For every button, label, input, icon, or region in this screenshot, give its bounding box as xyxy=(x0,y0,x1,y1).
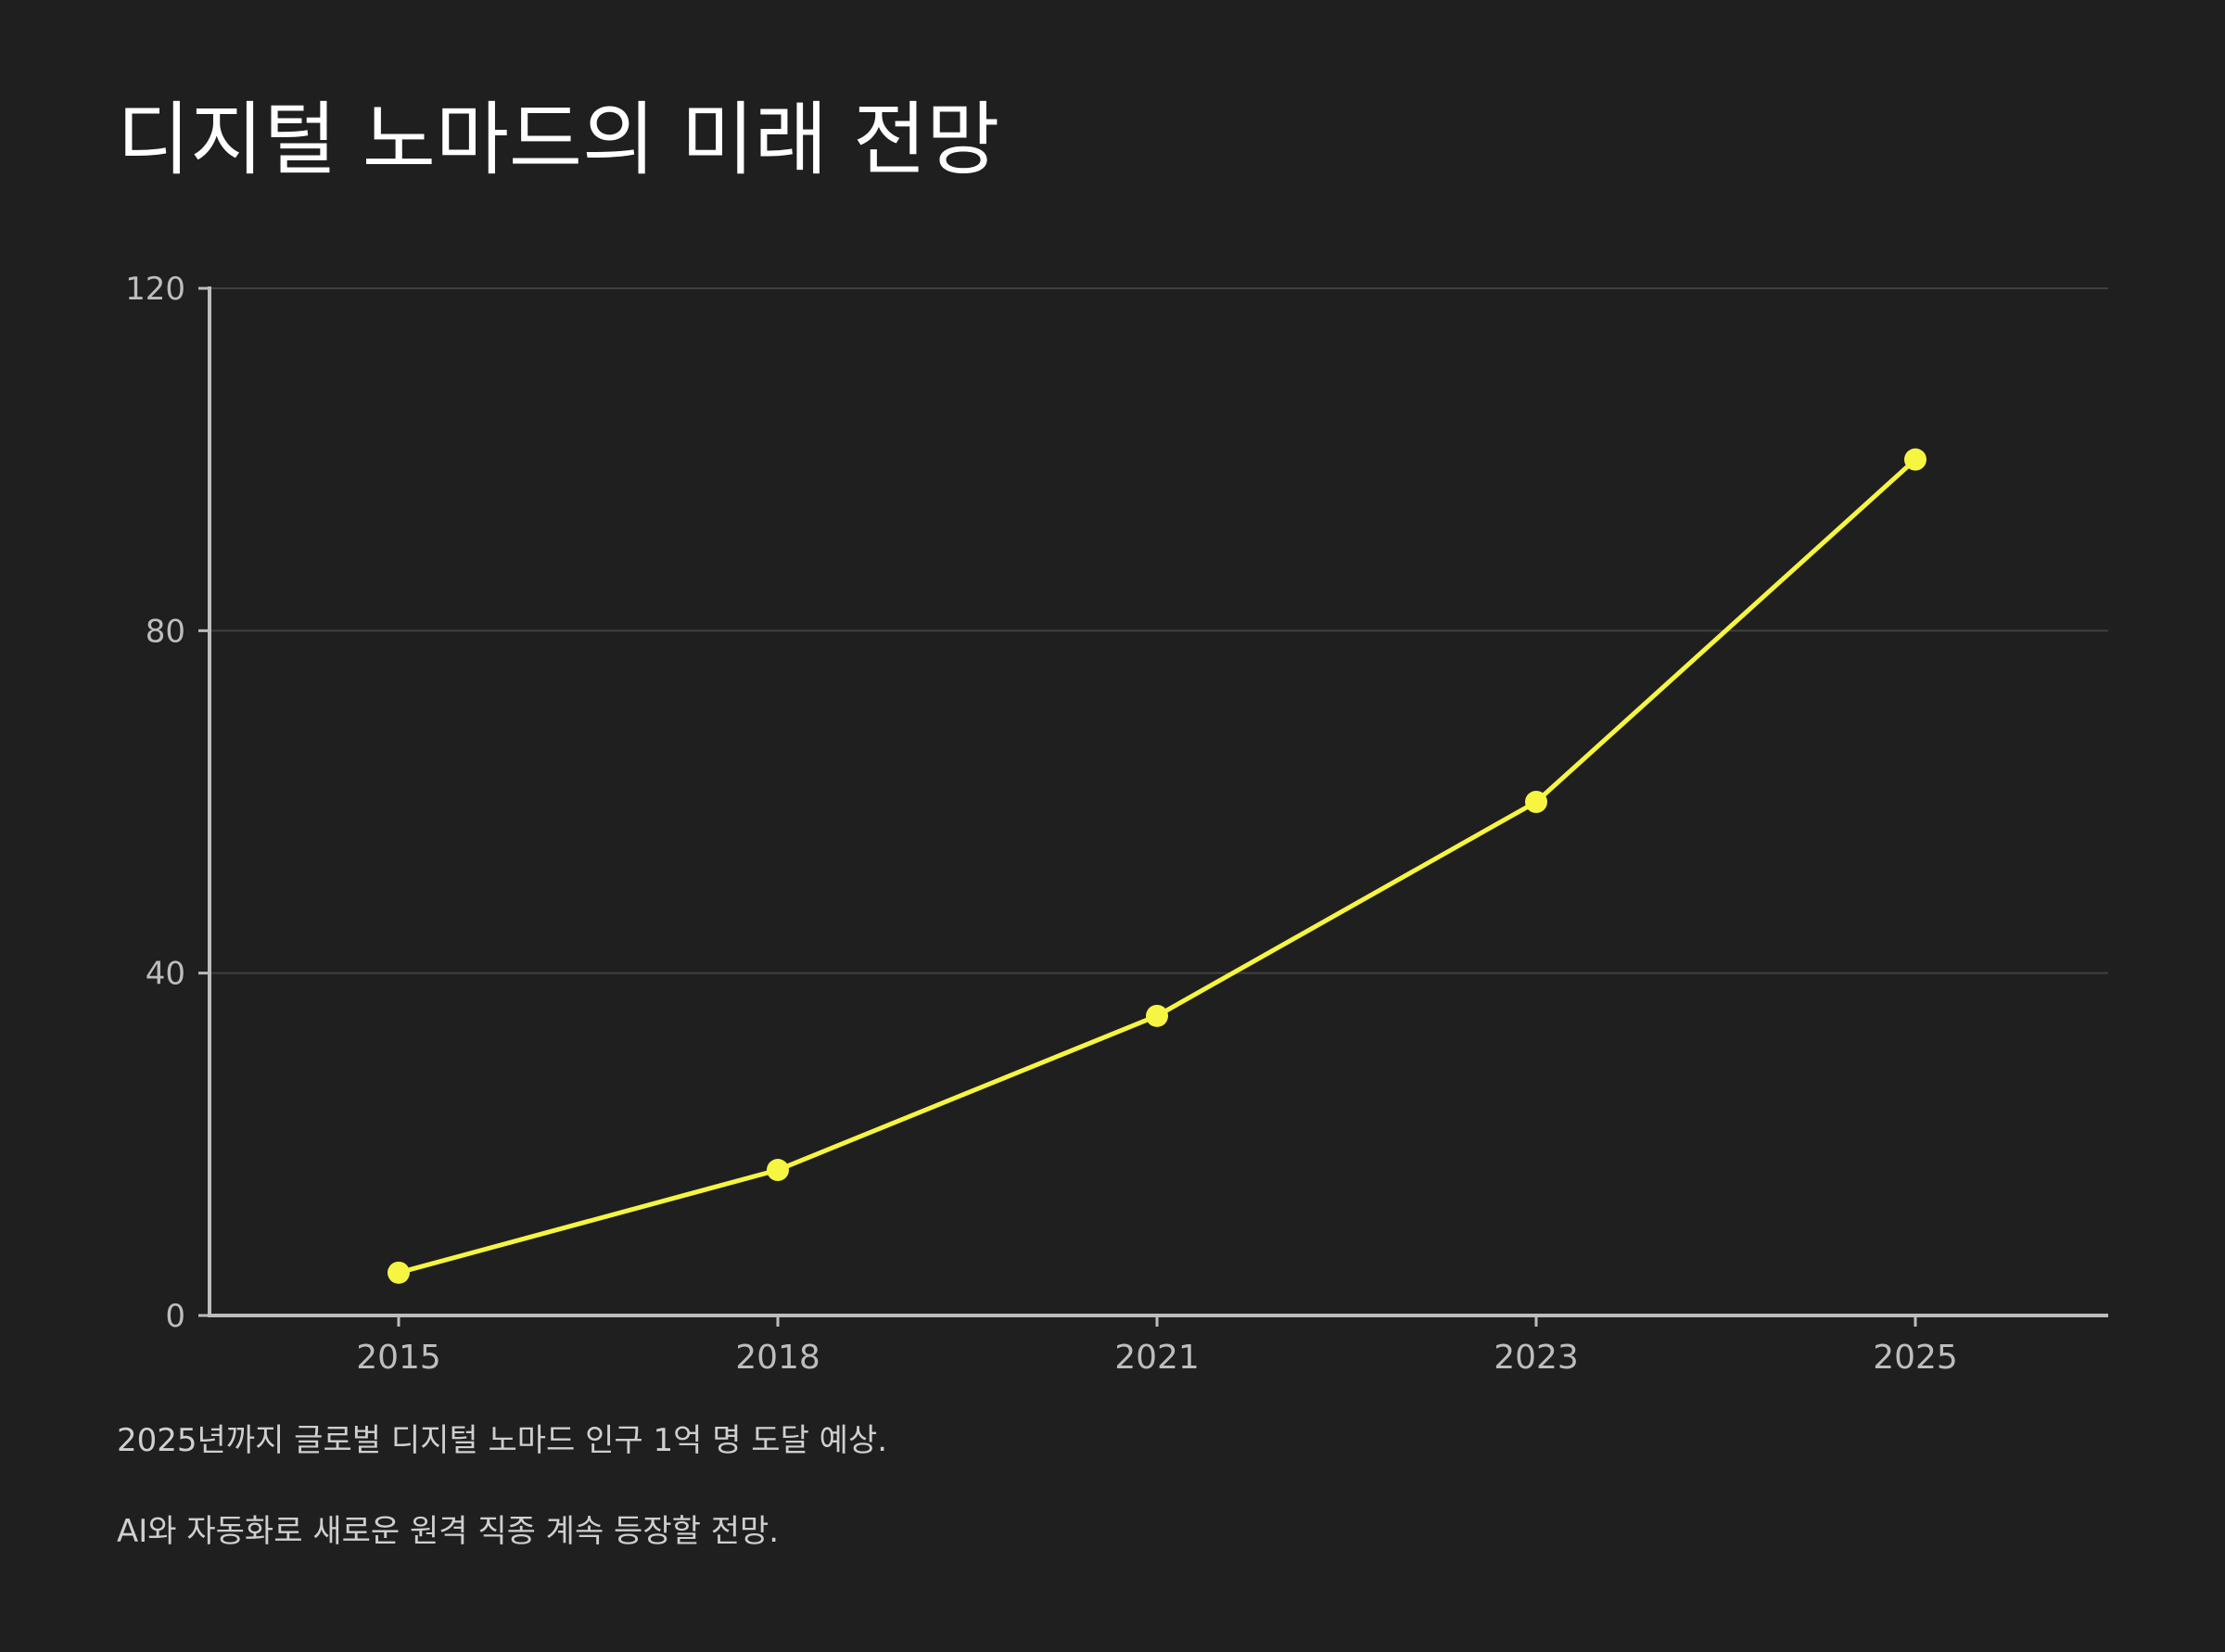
series-line-0 xyxy=(396,457,1918,1276)
x-tick-label-2018: 2018 xyxy=(735,1339,820,1377)
data-point-2015 xyxy=(388,1261,410,1284)
series-line xyxy=(396,457,1918,1276)
note-line-1: 2025년까지 글로벌 디지털 노마드 인구 1억 명 도달 예상. xyxy=(117,1422,888,1459)
data-point-2025 xyxy=(1904,448,1926,471)
chart-notes: 2025년까지 글로벌 디지털 노마드 인구 1억 명 도달 예상. AI와 자… xyxy=(117,1420,887,1602)
x-tick-label-2015: 2015 xyxy=(356,1339,441,1377)
data-point-2021 xyxy=(1146,1004,1168,1027)
axes xyxy=(198,286,2108,1327)
y-tick-label-0: 0 xyxy=(165,1298,185,1335)
x-tick-label-2021: 2021 xyxy=(1114,1339,1200,1377)
data-points xyxy=(388,448,1926,1284)
data-point-2023 xyxy=(1525,791,1547,813)
chart-title: 디지털 노마드의 미래 전망 xyxy=(117,94,1000,186)
data-point-2018 xyxy=(767,1159,789,1182)
x-tick-label-2023: 2023 xyxy=(1494,1339,1579,1377)
x-tick-label-2025: 2025 xyxy=(1873,1339,1958,1377)
grid-lines xyxy=(210,287,2108,974)
note-line-2: AI와 자동화로 새로운 원격 직종 계속 등장할 전망. xyxy=(117,1513,780,1550)
y-tick-label-120: 120 xyxy=(125,271,185,308)
tick-labels: 0 40 80 120 2015 2018 2021 2023 2025 xyxy=(125,271,1958,1377)
y-tick-label-40: 40 xyxy=(146,956,185,993)
y-tick-label-80: 80 xyxy=(146,613,185,650)
